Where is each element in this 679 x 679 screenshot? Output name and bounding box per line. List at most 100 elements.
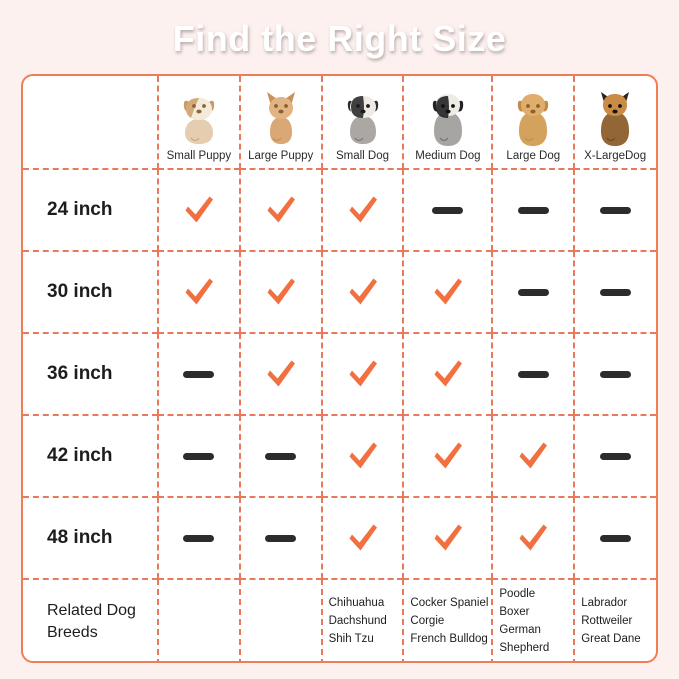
row-size-label: 30 inch [23, 250, 158, 333]
cell-42-inch-col5[interactable] [491, 414, 574, 497]
breed-item: Great Dane [581, 632, 641, 645]
check-icon [264, 275, 298, 309]
cell-24-inch-col5[interactable] [491, 168, 574, 251]
cell-36-inch-col6[interactable] [573, 332, 656, 415]
cell-42-inch-col3[interactable] [320, 414, 404, 497]
cell-42-inch-col1[interactable] [157, 414, 240, 497]
cell-42-inch-col6[interactable] [573, 414, 656, 497]
check-icon [431, 275, 465, 309]
cell-36-inch-col3[interactable] [320, 332, 404, 415]
check-icon [264, 357, 298, 391]
check-icon [346, 521, 380, 555]
cell-30-inch-col2[interactable] [238, 250, 322, 333]
dash-icon [183, 370, 215, 378]
cell-48-inch-col4[interactable] [402, 496, 493, 579]
column-header-6: X-LargeDog [573, 76, 656, 169]
breed-list-col6: Labrador Rottweiler Great Dane [573, 578, 656, 661]
cell-30-inch-col3[interactable] [320, 250, 404, 333]
column-header-3: Small Dog [320, 76, 404, 169]
column-header-label: X-LargeDog [584, 150, 647, 163]
check-icon [182, 275, 216, 309]
cell-24-inch-col4[interactable] [402, 168, 493, 251]
cell-30-inch-col5[interactable] [491, 250, 574, 333]
large-puppy-photo [252, 90, 310, 148]
check-icon [346, 357, 380, 391]
cell-36-inch-col4[interactable] [402, 332, 493, 415]
breed-item: French Bulldog [410, 632, 488, 645]
breed-item: Corgie [410, 615, 445, 628]
breed-item: Dachshund [328, 615, 387, 628]
check-icon [346, 439, 380, 473]
column-header-5: Large Dog [491, 76, 574, 169]
breed-list-col2 [238, 578, 322, 661]
cell-36-inch-col2[interactable] [238, 332, 322, 415]
dash-icon [599, 452, 631, 460]
check-icon [431, 357, 465, 391]
size-chart-grid: Small Puppy Large Puppy Small Dog Medium… [23, 76, 656, 661]
cell-24-inch-col1[interactable] [157, 168, 240, 251]
cell-36-inch-col1[interactable] [157, 332, 240, 415]
cell-48-inch-col2[interactable] [238, 496, 322, 579]
cell-48-inch-col5[interactable] [491, 496, 574, 579]
small-puppy-photo [170, 90, 228, 148]
cell-42-inch-col2[interactable] [238, 414, 322, 497]
cell-48-inch-col3[interactable] [320, 496, 404, 579]
cell-24-inch-col3[interactable] [320, 168, 404, 251]
column-header-label: Small Dog [335, 150, 390, 163]
check-icon [346, 193, 380, 227]
cell-24-inch-col2[interactable] [238, 168, 322, 251]
breed-item: Rottweiler [581, 615, 633, 628]
cell-36-inch-col5[interactable] [491, 332, 574, 415]
size-label-text: 30 inch [47, 281, 113, 302]
size-label-text: 42 inch [47, 445, 113, 466]
dash-icon [265, 452, 297, 460]
row-size-label: 24 inch [23, 168, 158, 251]
page-title: Find the Right Size [172, 18, 507, 59]
column-header-label: Medium Dog [415, 150, 481, 163]
dash-icon [599, 534, 631, 542]
breed-list-col5: Poodle Boxer German Shepherd [491, 578, 574, 661]
dash-icon [517, 288, 549, 296]
breed-item: Cocker Spaniel [410, 597, 489, 610]
dash-icon [599, 206, 631, 214]
check-icon [516, 439, 550, 473]
breed-item: Chihuahua [328, 597, 385, 610]
breed-list-col3: Chihuahua Dachshund Shih Tzu [320, 578, 404, 661]
related-breeds-text: Related Dog Breeds [47, 602, 136, 641]
cell-30-inch-col1[interactable] [157, 250, 240, 333]
dash-icon [183, 452, 215, 460]
dash-icon [599, 370, 631, 378]
size-label-text: 48 inch [47, 527, 113, 548]
related-breeds-label: Related Dog Breeds [23, 578, 158, 661]
check-icon [264, 193, 298, 227]
cell-48-inch-col6[interactable] [573, 496, 656, 579]
check-icon [431, 439, 465, 473]
breed-item: German [499, 624, 541, 636]
breed-list-inner: Cocker Spaniel Corgie French Bulldog [410, 595, 488, 648]
cell-30-inch-col6[interactable] [573, 250, 656, 333]
column-header-4: Medium Dog [402, 76, 492, 169]
dash-icon [183, 534, 215, 542]
dash-icon [517, 206, 549, 214]
row-size-label: 48 inch [23, 496, 158, 579]
column-header-label: Large Puppy [248, 150, 314, 163]
cell-30-inch-col4[interactable] [402, 250, 493, 333]
dash-icon [432, 206, 464, 214]
check-icon [516, 521, 550, 555]
cell-42-inch-col4[interactable] [402, 414, 493, 497]
column-header-2: Large Puppy [238, 76, 322, 169]
size-chart-table: Small Puppy Large Puppy Small Dog Medium… [21, 74, 658, 663]
check-icon [431, 521, 465, 555]
breed-list-inner: Chihuahua Dachshund Shih Tzu [329, 595, 387, 648]
column-header-label: Small Puppy [166, 150, 232, 163]
cell-48-inch-col1[interactable] [157, 496, 240, 579]
breed-list-inner: Labrador Rottweiler Great Dane [581, 595, 640, 648]
breed-item: Shih Tzu [328, 632, 374, 645]
dash-icon [599, 288, 631, 296]
column-header-label: Large Dog [506, 150, 561, 163]
row-size-label: 42 inch [23, 414, 158, 497]
cell-24-inch-col6[interactable] [573, 168, 656, 251]
column-header-1: Small Puppy [157, 76, 240, 169]
small-dog-photo [334, 90, 392, 148]
